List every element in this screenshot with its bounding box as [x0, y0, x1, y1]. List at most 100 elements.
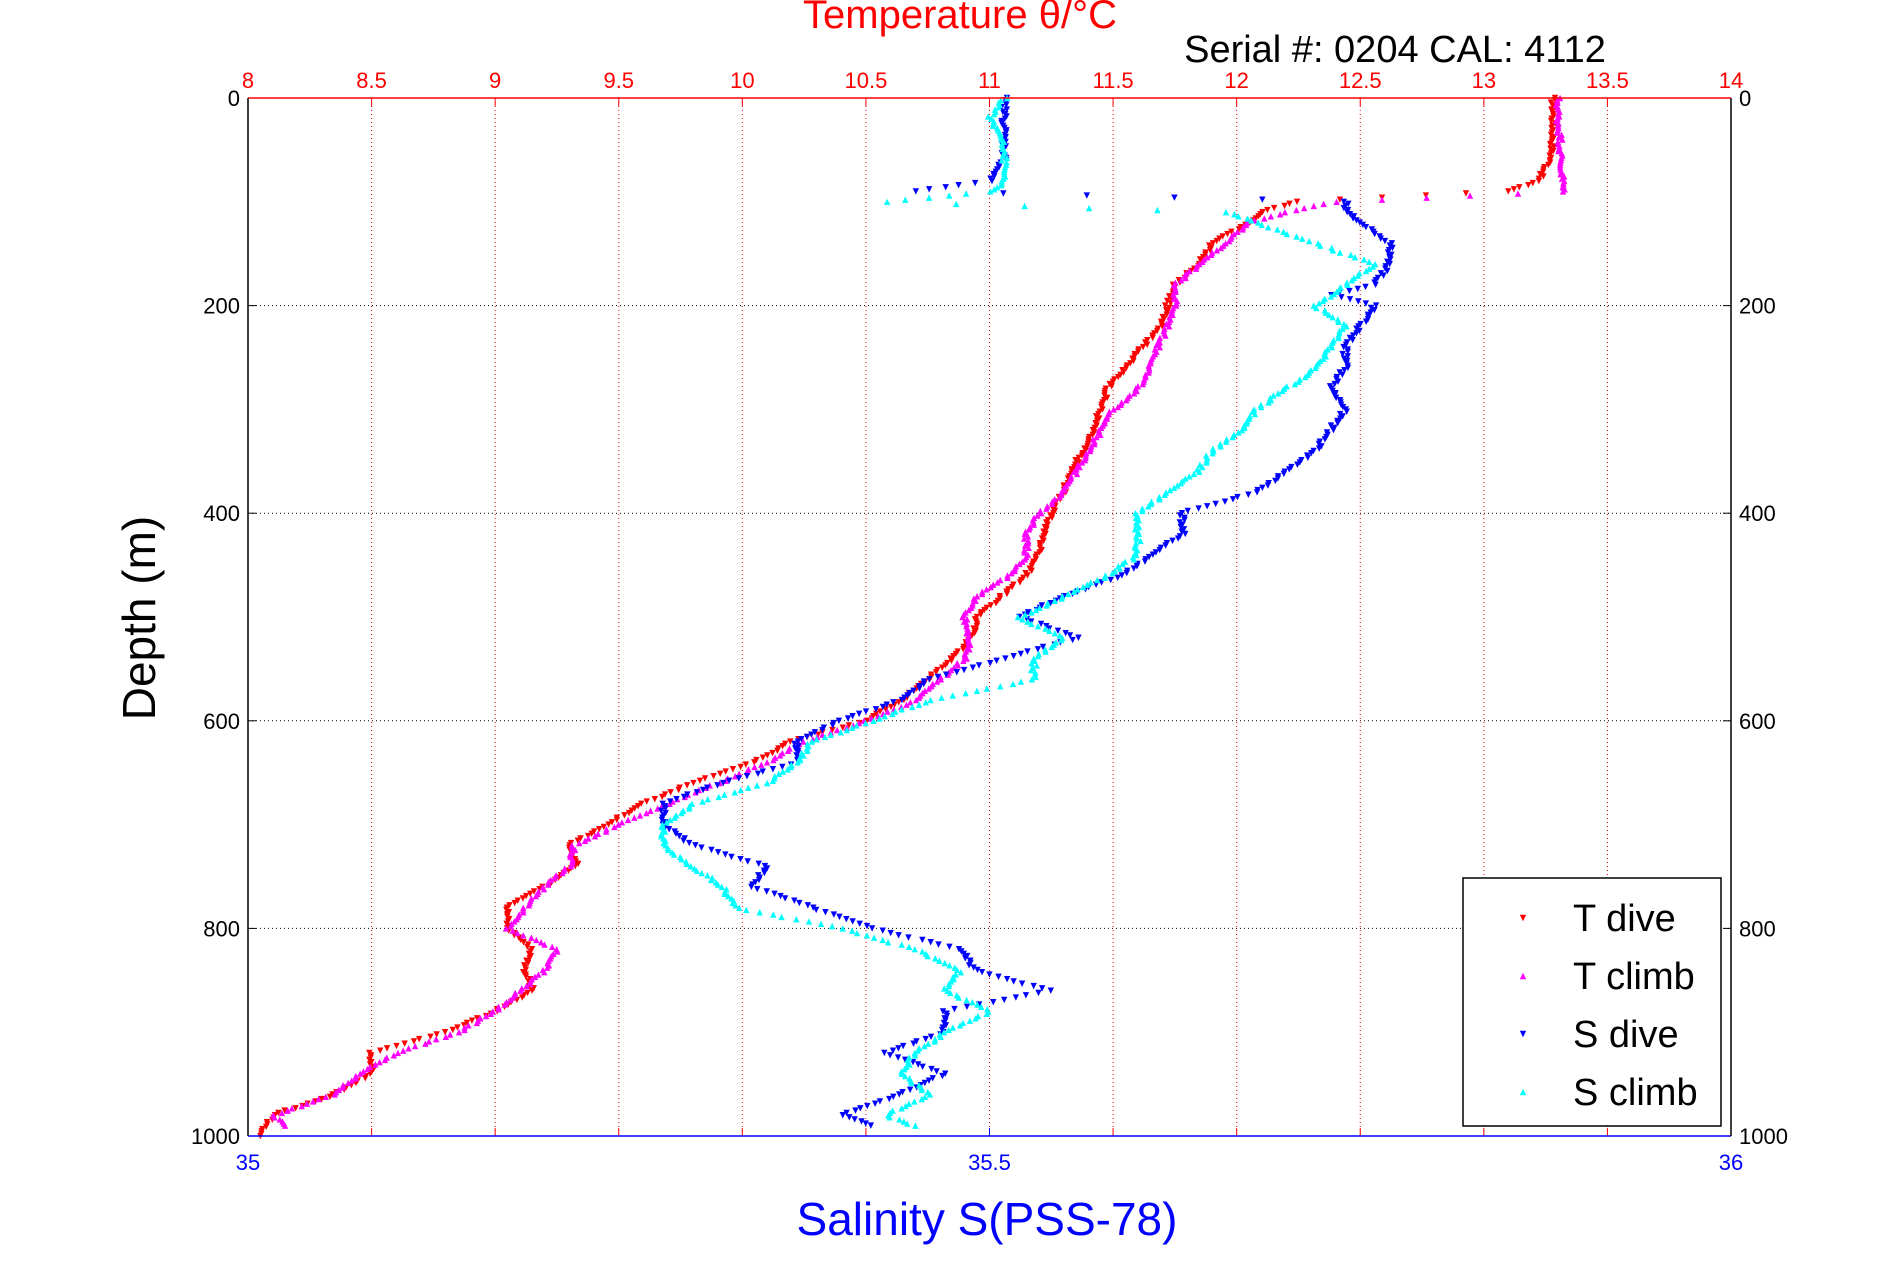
data-point [915, 701, 923, 708]
data-point [731, 772, 739, 780]
data-point [714, 849, 722, 856]
data-point [425, 1038, 433, 1045]
data-point [781, 895, 789, 902]
data-point [1380, 272, 1387, 279]
data-point [473, 1015, 481, 1022]
data-point [608, 819, 616, 826]
data-point [849, 724, 856, 731]
data-point [1034, 512, 1041, 519]
data-point [769, 777, 777, 784]
data-point [594, 830, 602, 838]
data-point [889, 710, 896, 718]
data-point [754, 770, 762, 778]
data-point [1047, 987, 1054, 994]
data-point [1078, 452, 1086, 459]
data-point [751, 763, 758, 771]
data-point [970, 964, 977, 971]
data-point [1329, 387, 1336, 395]
data-point [352, 1075, 359, 1082]
data-point [1343, 323, 1350, 330]
data-point [1540, 173, 1547, 180]
data-point [994, 579, 1001, 586]
data-point [1011, 567, 1018, 575]
data-point [1239, 226, 1246, 233]
data-point [315, 1095, 322, 1103]
data-point [1339, 325, 1346, 332]
data-point [1280, 470, 1288, 478]
data-point [821, 733, 829, 741]
data-point [759, 768, 766, 775]
data-point [724, 892, 732, 900]
data-point [1153, 341, 1160, 349]
data-point [828, 922, 836, 930]
data-point [872, 706, 880, 713]
data-point [853, 722, 860, 729]
data-point [1036, 549, 1043, 556]
data-point [1014, 613, 1022, 621]
data-point [1254, 219, 1262, 226]
data-point [1209, 450, 1216, 457]
data-point [1192, 265, 1200, 272]
data-point [729, 899, 736, 907]
data-point [1355, 298, 1362, 305]
data-point [1164, 297, 1171, 305]
data-point [800, 738, 807, 745]
data-point [754, 885, 761, 893]
data-point [1156, 339, 1163, 346]
data-point [1466, 192, 1474, 199]
data-point [571, 846, 579, 854]
data-point [1554, 129, 1561, 136]
data-point [732, 902, 739, 909]
data-point [972, 1015, 979, 1022]
data-point [957, 969, 965, 976]
data-point [1139, 507, 1146, 515]
data-point [775, 770, 782, 778]
data-point [675, 786, 682, 794]
data-point [1182, 530, 1189, 538]
data-point [1540, 168, 1547, 176]
temp-tick-label: 10.5 [845, 68, 888, 93]
data-point [1114, 574, 1121, 581]
data-point [1353, 330, 1360, 337]
data-point [894, 1054, 902, 1061]
data-point [1037, 620, 1045, 628]
data-point [714, 782, 721, 789]
data-point [1334, 378, 1342, 385]
data-point [372, 1061, 379, 1068]
data-point [1264, 206, 1271, 214]
data-point [356, 1070, 364, 1077]
data-point [922, 699, 930, 706]
data-point [992, 599, 1000, 607]
data-point [729, 766, 737, 773]
data-point [1244, 215, 1251, 222]
data-point [763, 779, 771, 787]
data-point [787, 738, 794, 745]
data-point [658, 793, 666, 801]
data-point [947, 989, 954, 997]
data-point [1064, 590, 1072, 598]
data-point [890, 1093, 897, 1100]
data-point [520, 932, 527, 939]
data-point [1258, 403, 1265, 411]
data-point [1004, 574, 1011, 581]
legend-label: T dive [1573, 898, 1676, 940]
data-point [788, 763, 795, 771]
data-point [1356, 327, 1363, 335]
data-point [1149, 334, 1156, 342]
data-point [1035, 989, 1042, 997]
data-point [1054, 627, 1062, 635]
data-point [318, 1095, 325, 1103]
data-point [501, 1001, 508, 1008]
data-point [1182, 475, 1189, 482]
data-point [870, 717, 877, 724]
data-point [1135, 523, 1143, 531]
data-point [1340, 198, 1348, 205]
data-point [1362, 283, 1369, 291]
data-point [1347, 251, 1355, 259]
data-point [1338, 294, 1345, 301]
data-point [1020, 535, 1028, 542]
data-point [910, 687, 917, 695]
data-point [748, 883, 755, 891]
data-point [902, 196, 909, 203]
data-point [974, 966, 981, 974]
